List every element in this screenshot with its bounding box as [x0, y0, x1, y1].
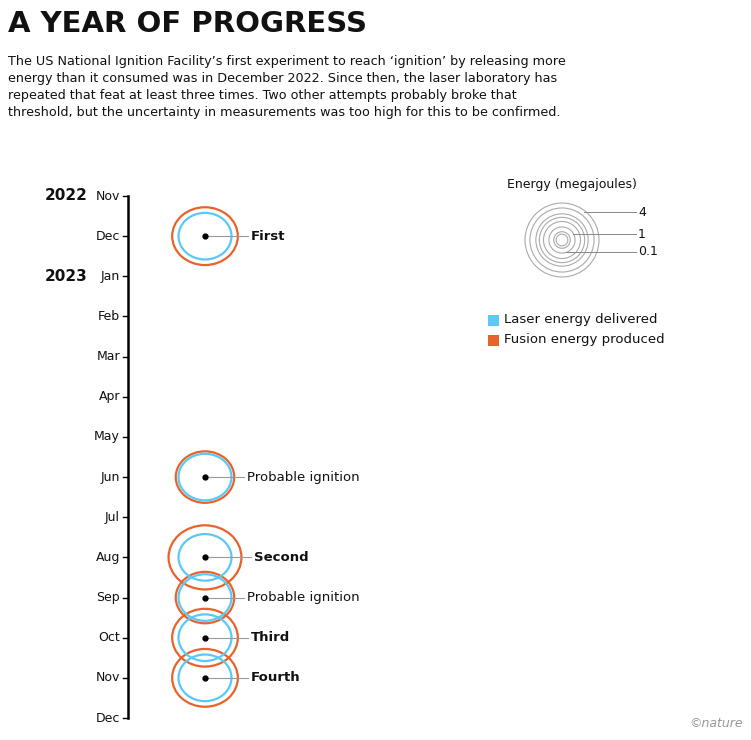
- Text: Dec: Dec: [95, 229, 120, 243]
- Text: Aug: Aug: [95, 551, 120, 564]
- Text: The US National Ignition Facility’s first experiment to reach ‘ignition’ by rele: The US National Ignition Facility’s firs…: [8, 55, 566, 119]
- Text: Nov: Nov: [95, 189, 120, 203]
- Text: A YEAR OF PROGRESS: A YEAR OF PROGRESS: [8, 10, 367, 38]
- Text: Jun: Jun: [101, 471, 120, 483]
- Text: Dec: Dec: [95, 711, 120, 724]
- Text: Energy (megajoules): Energy (megajoules): [507, 178, 637, 191]
- Text: Sep: Sep: [96, 591, 120, 604]
- Text: Oct: Oct: [98, 631, 120, 645]
- Text: Nov: Nov: [95, 671, 120, 685]
- Text: Probable ignition: Probable ignition: [247, 471, 360, 483]
- Text: Apr: Apr: [98, 390, 120, 403]
- Text: 2023: 2023: [45, 269, 88, 284]
- Text: Second: Second: [255, 551, 309, 564]
- Text: ©nature: ©nature: [689, 717, 743, 730]
- Text: Laser energy delivered: Laser energy delivered: [504, 314, 657, 326]
- Text: May: May: [94, 431, 120, 443]
- Text: Jan: Jan: [101, 270, 120, 283]
- Text: 1: 1: [638, 228, 646, 240]
- Text: Jul: Jul: [105, 511, 120, 524]
- Bar: [488, 315, 499, 326]
- Bar: [488, 335, 499, 346]
- Text: 0.1: 0.1: [638, 245, 658, 258]
- Text: Third: Third: [251, 631, 290, 645]
- Text: Probable ignition: Probable ignition: [247, 591, 360, 604]
- Text: First: First: [251, 229, 285, 243]
- Text: 4: 4: [638, 206, 646, 219]
- Text: Fourth: Fourth: [251, 671, 300, 685]
- Text: Fusion energy produced: Fusion energy produced: [504, 334, 665, 346]
- Text: 2022: 2022: [45, 189, 88, 204]
- Text: Feb: Feb: [98, 310, 120, 323]
- Text: Mar: Mar: [96, 350, 120, 363]
